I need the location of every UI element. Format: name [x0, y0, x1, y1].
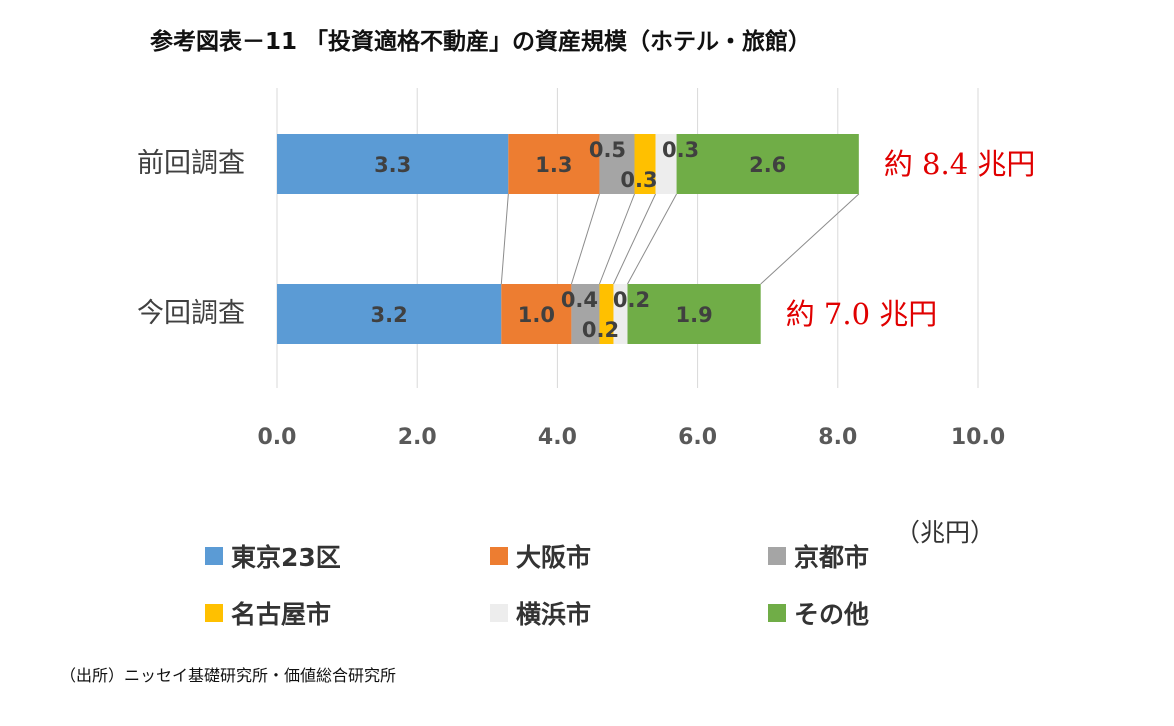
bar-segment: [277, 134, 509, 194]
x-tick-label: 6.0: [678, 425, 717, 450]
data-label: 0.2: [582, 318, 619, 342]
x-tick-label: 0.0: [258, 425, 297, 450]
legend-swatch: [205, 604, 223, 622]
series-connector-line: [570, 193, 600, 285]
legend-item: 京都市: [768, 538, 869, 574]
bar-segment: [571, 284, 600, 344]
legend-swatch: [205, 547, 223, 565]
legend-label: 京都市: [794, 543, 870, 572]
legend-swatch: [490, 547, 508, 565]
unit-label: （兆円）: [895, 518, 996, 547]
category-label: 今回調査: [137, 298, 245, 329]
legend-label: 横浜市: [516, 600, 592, 629]
legend-swatch: [490, 604, 508, 622]
legend-swatch: [768, 604, 786, 622]
bar-segment: [613, 284, 628, 344]
bar-segment: [277, 284, 502, 344]
series-connector-line: [627, 193, 678, 285]
legend-label: 東京23区: [231, 543, 341, 572]
legend-item: 横浜市: [490, 595, 591, 631]
series-connector-line: [598, 193, 635, 285]
data-label: 2.6: [749, 153, 786, 177]
legend-swatch: [768, 547, 786, 565]
legend-label: その他: [794, 600, 870, 629]
total-label: 約 7.0 兆円: [786, 297, 938, 331]
legend-item: 名古屋市: [205, 595, 331, 631]
data-label: 0.2: [613, 288, 650, 312]
series-connector-line: [500, 193, 509, 285]
series-connector-line: [613, 193, 656, 285]
x-tick-label: 2.0: [398, 425, 437, 450]
legend-label: 大阪市: [516, 543, 592, 572]
data-label: 1.3: [535, 153, 572, 177]
bar-segment: [599, 134, 635, 194]
category-label: 前回調査: [137, 148, 245, 179]
chart-title: 参考図表－11 「投資適格不動産」の資産規模（ホテル・旅館）: [150, 29, 812, 55]
bar-segment: [655, 134, 677, 194]
x-tick-label: 8.0: [818, 425, 857, 450]
legend-label: 名古屋市: [231, 600, 332, 629]
data-label: 1.0: [518, 303, 555, 327]
source-note: （出所）ニッセイ基礎研究所・価値総合研究所: [60, 666, 397, 685]
data-label: 0.3: [620, 168, 657, 192]
legend-item: その他: [768, 595, 869, 631]
bar-segment: [501, 284, 572, 344]
data-label: 3.2: [371, 303, 408, 327]
legend-item: 大阪市: [490, 538, 591, 574]
legend-item: 東京23区: [205, 538, 341, 574]
bar-segment: [676, 134, 859, 194]
x-tick-label: 10.0: [951, 425, 1005, 450]
bar-segment: [634, 134, 656, 194]
data-label: 1.9: [675, 303, 712, 327]
series-connector-line: [760, 193, 860, 285]
data-label: 0.5: [589, 138, 626, 162]
bar-segment: [627, 284, 761, 344]
bar-segment: [508, 134, 600, 194]
total-label: 約 8.4 兆円: [884, 147, 1036, 181]
data-label: 0.4: [561, 288, 598, 312]
x-tick-label: 4.0: [538, 425, 577, 450]
bar-segment: [599, 284, 614, 344]
data-label: 0.3: [662, 138, 699, 162]
data-label: 3.3: [374, 153, 411, 177]
